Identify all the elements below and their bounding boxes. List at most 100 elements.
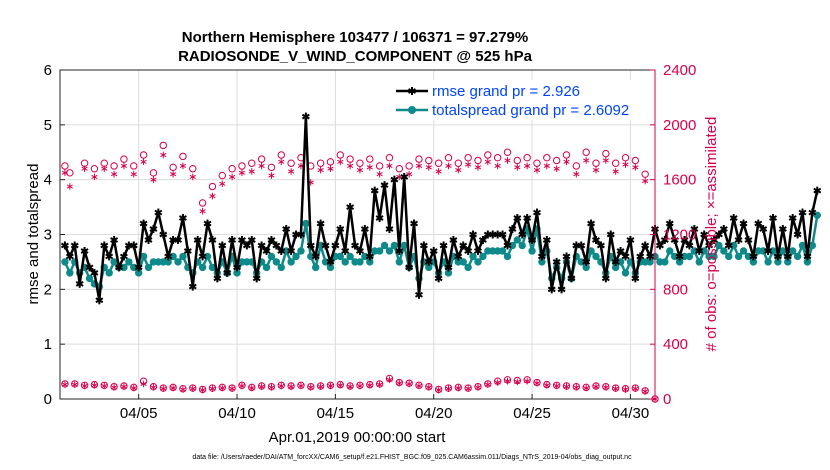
obs-assimilated-point xyxy=(337,158,344,166)
obs-possible-point xyxy=(474,156,482,165)
rmse-point-stroke xyxy=(690,226,699,232)
rmse-point xyxy=(700,230,709,239)
rmse-point xyxy=(646,252,655,261)
rmse-point xyxy=(129,241,138,250)
obs-assimilated-point xyxy=(406,380,413,388)
obs-assimilated-point xyxy=(120,383,128,390)
rmse-point xyxy=(237,235,246,244)
rmse-point-stroke xyxy=(410,220,419,227)
obs-assimilated-point-stroke xyxy=(140,159,147,164)
rmse-point-stroke xyxy=(754,220,763,227)
obs-possible-point xyxy=(287,159,295,167)
obs-assimilated-point xyxy=(317,166,324,174)
rmse-point xyxy=(655,241,664,250)
rmse-point-stroke xyxy=(773,253,782,260)
obs-assimilated-point xyxy=(474,164,482,171)
obs-assimilated-point-stroke xyxy=(465,386,472,391)
obs-assimilated-point xyxy=(474,384,482,391)
obs-assimilated-point xyxy=(504,157,511,164)
obs-assimilated-point xyxy=(494,162,501,170)
x-tick-label: 04/25 xyxy=(513,405,551,422)
obs-assimilated-point-stroke xyxy=(533,381,541,386)
rmse-point xyxy=(341,246,350,255)
obs-assimilated-point-stroke xyxy=(130,172,137,177)
rmse-point xyxy=(749,252,758,261)
obs-assimilated-point xyxy=(494,379,501,386)
obs-assimilated-point-stroke xyxy=(514,379,521,384)
obs-possible-point xyxy=(248,159,256,167)
obs-assimilated-point xyxy=(592,166,600,174)
totalspread-point xyxy=(474,258,482,266)
rmse-point xyxy=(149,225,158,234)
obs-assimilated-point-stroke xyxy=(406,172,413,177)
rmse-point xyxy=(233,263,241,272)
rmse-point xyxy=(680,235,689,244)
obs-assimilated-point-stroke xyxy=(61,170,69,175)
obs-assimilated-point-stroke xyxy=(533,167,541,173)
x-tick-label: 04/05 xyxy=(120,405,158,422)
rmse-point xyxy=(272,241,281,250)
rmse-point-stroke xyxy=(626,237,635,243)
obs-assimilated-point xyxy=(317,383,324,390)
series-obs_assimilated_top xyxy=(61,151,649,215)
obs-assimilated-point-stroke xyxy=(632,165,639,170)
obs-assimilated-point-stroke xyxy=(228,386,236,391)
rmse-point-stroke xyxy=(788,215,797,221)
obs-possible-point xyxy=(208,182,217,191)
rmse-point xyxy=(139,219,148,228)
obs-possible-point xyxy=(611,159,620,167)
rmse-point-stroke xyxy=(129,242,138,249)
obs-assimilated-point xyxy=(199,207,206,215)
rmse-point xyxy=(198,252,207,261)
obs-assimilated-point xyxy=(150,176,157,183)
y-tick-label: 5 xyxy=(44,117,52,134)
totalspread-point xyxy=(198,263,207,272)
rmse-point-stroke xyxy=(174,237,182,243)
rmse-point xyxy=(247,235,256,244)
y-tick-label: 3 xyxy=(44,227,52,244)
rmse-point xyxy=(636,252,645,261)
rmse-point-stroke xyxy=(321,242,330,249)
x-tick-label: 04/10 xyxy=(218,405,256,422)
obs-assimilated-point xyxy=(425,164,432,171)
obs-assimilated-point-stroke xyxy=(307,385,314,390)
rmse-point-stroke xyxy=(631,275,640,282)
rmse-point xyxy=(670,235,679,244)
obs-possible-point xyxy=(336,151,344,159)
obs-assimilated-point xyxy=(110,384,118,391)
obs-possible-point xyxy=(198,199,207,207)
rmse-point-stroke xyxy=(528,237,537,243)
obs-assimilated-point-stroke xyxy=(169,172,177,177)
rmse-point-stroke xyxy=(301,113,310,120)
rmse-point-stroke xyxy=(724,242,733,249)
rmse-point xyxy=(65,252,74,261)
totalspread-point xyxy=(720,247,728,255)
totalspread-point xyxy=(469,252,477,261)
rmse-point xyxy=(577,241,586,250)
obs-possible-point xyxy=(503,148,512,156)
rmse-point xyxy=(798,208,807,217)
obs-possible-point xyxy=(425,156,433,165)
obs-assimilated-point-stroke xyxy=(169,385,177,391)
rmse-point-stroke xyxy=(547,286,556,293)
totalspread-point xyxy=(356,258,364,266)
obs-possible-point xyxy=(366,155,374,163)
rmse-point-stroke xyxy=(641,242,650,249)
obs-assimilated-point xyxy=(91,173,98,181)
rmse-point xyxy=(778,225,787,234)
obs-assimilated-point-stroke xyxy=(425,165,432,170)
rmse-point xyxy=(100,241,109,250)
obs-possible-point xyxy=(582,148,590,156)
rmse-point-stroke xyxy=(587,220,596,227)
rmse-point-stroke xyxy=(803,253,812,260)
obs-assimilated-point xyxy=(61,169,69,177)
obs-assimilated-point xyxy=(543,381,550,389)
obs-assimilated-point xyxy=(583,157,590,164)
rmse-point-stroke xyxy=(670,237,679,243)
rmse-point-stroke xyxy=(193,237,202,243)
rmse-point-stroke xyxy=(311,253,320,260)
obs-possible-point xyxy=(257,155,266,163)
obs-assimilated-point-stroke xyxy=(347,163,354,169)
obs-assimilated-point-stroke xyxy=(445,386,452,391)
obs-assimilated-point-stroke xyxy=(337,383,344,388)
